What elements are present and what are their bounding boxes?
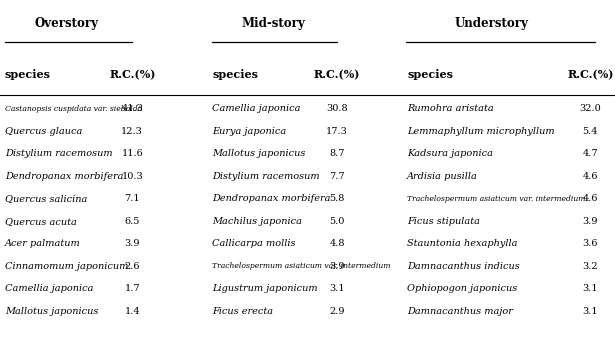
Text: Kadsura japonica: Kadsura japonica [407, 149, 493, 159]
Text: 5.0: 5.0 [330, 217, 345, 226]
Text: Ligustrum japonicum: Ligustrum japonicum [212, 284, 318, 293]
Text: 6.5: 6.5 [124, 217, 140, 226]
Text: Ficus stipulata: Ficus stipulata [407, 217, 480, 226]
Text: Damnacanthus indicus: Damnacanthus indicus [407, 262, 520, 271]
Text: species: species [212, 70, 258, 80]
Text: Eurya japonica: Eurya japonica [212, 127, 287, 136]
Text: Quercus salicina: Quercus salicina [5, 194, 87, 203]
Text: Ficus erecta: Ficus erecta [212, 307, 273, 316]
Text: 8.7: 8.7 [329, 149, 345, 159]
Text: Overstory: Overstory [34, 17, 98, 30]
Text: species: species [407, 70, 453, 80]
Text: Mallotus japonicus: Mallotus japonicus [5, 307, 98, 316]
Text: Camellia japonica: Camellia japonica [5, 284, 93, 293]
Text: 4.6: 4.6 [582, 172, 598, 181]
Text: R.C.(%): R.C.(%) [109, 70, 156, 80]
Text: 3.6: 3.6 [582, 239, 598, 248]
Text: 11.6: 11.6 [121, 149, 143, 159]
Text: Machilus japonica: Machilus japonica [212, 217, 302, 226]
Text: 41.3: 41.3 [121, 104, 143, 114]
Text: Mid-story: Mid-story [242, 17, 306, 30]
Text: 10.3: 10.3 [121, 172, 143, 181]
Text: 3.9: 3.9 [329, 262, 345, 271]
Text: 7.7: 7.7 [329, 172, 345, 181]
Text: 3.1: 3.1 [329, 284, 345, 293]
Text: Acer palmatum: Acer palmatum [5, 239, 81, 248]
Text: R.C.(%): R.C.(%) [314, 70, 360, 80]
Text: Rumohra aristata: Rumohra aristata [407, 104, 494, 114]
Text: 1.7: 1.7 [124, 284, 140, 293]
Text: Quercus acuta: Quercus acuta [5, 217, 77, 226]
Text: Callicarpa mollis: Callicarpa mollis [212, 239, 296, 248]
Text: Castanopsis cuspidata var. sieboldii: Castanopsis cuspidata var. sieboldii [5, 105, 143, 113]
Text: Understory: Understory [455, 17, 529, 30]
Text: 3.9: 3.9 [124, 239, 140, 248]
Text: Dendropanax morbifera: Dendropanax morbifera [212, 194, 331, 203]
Text: Quercus glauca: Quercus glauca [5, 127, 82, 136]
Text: Distylium racemosum: Distylium racemosum [212, 172, 320, 181]
Text: Distylium racemosum: Distylium racemosum [5, 149, 113, 159]
Text: 3.9: 3.9 [582, 217, 598, 226]
Text: Trachelospermum asiaticum var. intermedium: Trachelospermum asiaticum var. intermedi… [212, 262, 391, 270]
Text: 1.4: 1.4 [124, 307, 140, 316]
Text: 5.8: 5.8 [330, 194, 345, 203]
Text: 17.3: 17.3 [326, 127, 348, 136]
Text: Camellia japonica: Camellia japonica [212, 104, 301, 114]
Text: 12.3: 12.3 [121, 127, 143, 136]
Text: 3.1: 3.1 [582, 284, 598, 293]
Text: Stauntonia hexaphylla: Stauntonia hexaphylla [407, 239, 518, 248]
Text: 4.6: 4.6 [582, 194, 598, 203]
Text: R.C.(%): R.C.(%) [567, 70, 614, 80]
Text: 3.1: 3.1 [582, 307, 598, 316]
Text: 4.7: 4.7 [582, 149, 598, 159]
Text: Damnacanthus major: Damnacanthus major [407, 307, 513, 316]
Text: Mallotus japonicus: Mallotus japonicus [212, 149, 306, 159]
Text: 5.4: 5.4 [582, 127, 598, 136]
Text: species: species [5, 70, 51, 80]
Text: Cinnamomum japonicum: Cinnamomum japonicum [5, 262, 129, 271]
Text: 2.9: 2.9 [329, 307, 345, 316]
Text: Lemmaphyllum microphyllum: Lemmaphyllum microphyllum [407, 127, 555, 136]
Text: 4.8: 4.8 [329, 239, 345, 248]
Text: 7.1: 7.1 [124, 194, 140, 203]
Text: 2.6: 2.6 [124, 262, 140, 271]
Text: 3.2: 3.2 [582, 262, 598, 271]
Text: Ophiopogon japonicus: Ophiopogon japonicus [407, 284, 517, 293]
Text: Dendropanax morbifera: Dendropanax morbifera [5, 172, 124, 181]
Text: 32.0: 32.0 [579, 104, 601, 114]
Text: Ardisia pusilla: Ardisia pusilla [407, 172, 478, 181]
Text: 30.8: 30.8 [326, 104, 348, 114]
Text: Trachelospermum asiaticum var. intermedium: Trachelospermum asiaticum var. intermedi… [407, 195, 585, 203]
